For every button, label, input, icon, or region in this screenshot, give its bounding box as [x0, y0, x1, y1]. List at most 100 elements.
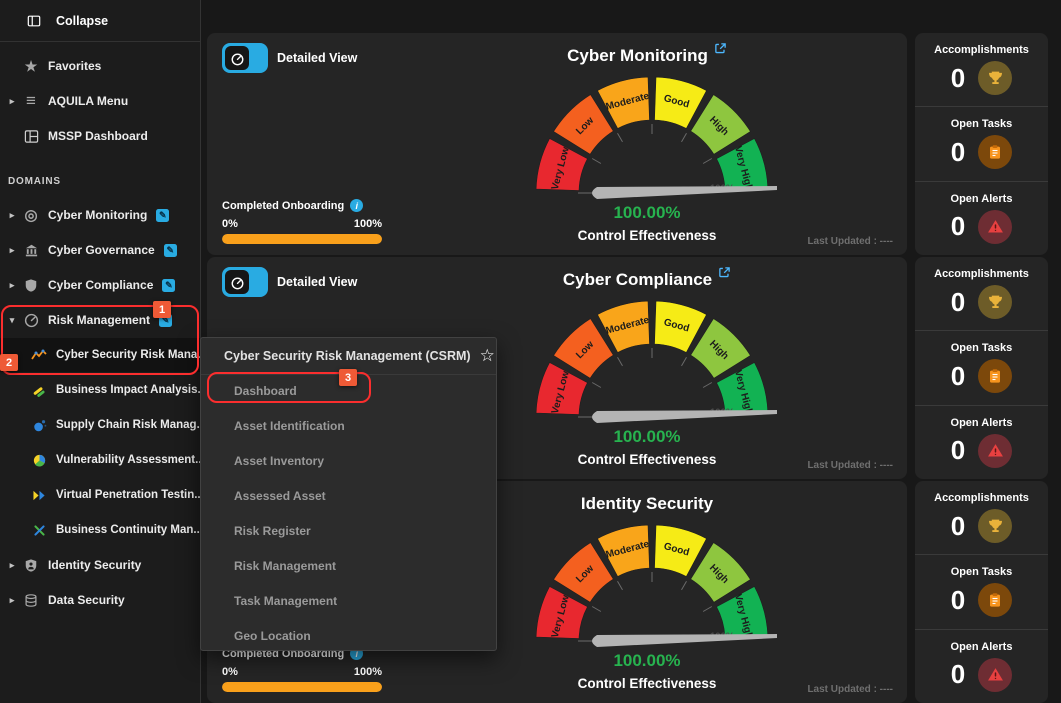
stats-panel: Accomplishments 0 Open Tasks 0 Open Aler… — [915, 33, 1048, 255]
favorite-star-icon[interactable]: ☆ — [479, 346, 495, 365]
info-icon[interactable]: i — [350, 199, 364, 212]
alert-triangle-icon — [978, 657, 1013, 692]
popup-header: Cyber Security Risk Management (CSRM) ☆ — [201, 338, 496, 375]
identity-shield-icon — [22, 557, 40, 574]
speedometer-icon — [22, 312, 40, 329]
sidebar-item-scrm[interactable]: Supply Chain Risk Manag... — [0, 408, 206, 442]
alert-triangle-icon — [978, 433, 1013, 468]
star-icon: ★ — [24, 57, 38, 74]
edit-icon[interactable]: ✎ — [162, 278, 176, 292]
clipboard-icon — [978, 583, 1013, 618]
stats-panel: Accomplishments 0 Open Tasks 0 Open Aler… — [915, 257, 1048, 479]
stats-panel: Accomplishments 0 Open Tasks 0 Open Aler… — [915, 481, 1048, 703]
detailed-view-label: Detailed View — [277, 51, 358, 65]
onboarding-scale: 0%100% — [222, 218, 382, 230]
onboarding-progressbar — [222, 234, 382, 244]
sidebar-item-risk-management[interactable]: ▾ Risk Management ✎ — [0, 303, 199, 337]
accomplishments-count: 0 — [950, 510, 966, 541]
monitoring-radar-icon: ◎ — [24, 207, 38, 224]
gauge-toggle-icon — [225, 46, 249, 70]
trophy-icon — [978, 61, 1013, 95]
sidebar-item-mssp-dashboard[interactable]: MSSP Dashboard — [0, 119, 199, 153]
onboarding-scale: 0%100% — [222, 666, 382, 678]
gauge-value: 100.00% — [613, 203, 681, 222]
sidebar-item-bcm[interactable]: Business Continuity Man... — [0, 513, 203, 547]
trophy-icon — [978, 509, 1013, 543]
detailed-view-toggle[interactable] — [222, 267, 268, 297]
open-alerts-count: 0 — [950, 435, 966, 466]
popup-item-task-management[interactable]: Task Management — [234, 594, 338, 608]
sidebar-item-vulnerability-assessment[interactable]: Vulnerability Assessment... — [0, 443, 205, 477]
edit-icon[interactable]: ✎ — [163, 243, 177, 257]
open-tasks-count: 0 — [950, 584, 966, 615]
gauge-toggle-icon — [225, 270, 249, 294]
sidebar-item-bia[interactable]: Business Impact Analysis... — [0, 373, 207, 407]
caret-right-icon: ▸ — [9, 95, 15, 106]
supply-chain-icon — [30, 417, 48, 434]
stat-accomplishments: Accomplishments 0 — [915, 33, 1048, 108]
caret-right-icon: ▸ — [9, 594, 15, 605]
popup-item-asset-inventory[interactable]: Asset Inventory — [234, 454, 325, 468]
card-title: Cyber Compliance — [347, 267, 947, 290]
popup-item-assessed-asset[interactable]: Assessed Asset — [234, 489, 326, 503]
stat-accomplishments: Accomplishments 0 — [915, 481, 1048, 556]
gauge-value: 100.00% — [613, 651, 681, 670]
sidebar-item-vpt[interactable]: Virtual Penetration Testin... — [0, 478, 204, 512]
sidebar-item-cyber-compliance[interactable]: ▸ Cyber Compliance ✎ — [0, 268, 199, 302]
popup-item-asset-identification[interactable]: Asset Identification — [234, 419, 345, 433]
alert-triangle-icon — [978, 209, 1013, 244]
open-alerts-count: 0 — [950, 211, 966, 242]
stat-open-alerts: Open Alerts 0 — [915, 182, 1048, 255]
collapse-button[interactable]: Collapse — [0, 0, 200, 42]
caret-right-icon: ▸ — [9, 279, 15, 290]
stat-accomplishments: Accomplishments 0 — [915, 257, 1048, 332]
sidebar-item-cyber-governance[interactable]: ▸ Cyber Governance ✎ — [0, 233, 199, 267]
open-alerts-count: 0 — [950, 659, 966, 690]
edit-icon[interactable]: ✎ — [159, 313, 173, 327]
stat-open-tasks: Open Tasks 0 — [915, 107, 1048, 182]
popup-item-dashboard[interactable]: Dashboard — [234, 384, 297, 398]
accomplishments-count: 0 — [950, 62, 966, 93]
line-chart-icon — [30, 347, 48, 364]
edit-icon[interactable]: ✎ — [156, 208, 170, 222]
double-chevron-icon — [30, 487, 48, 504]
card-title: Cyber Monitoring — [347, 43, 947, 66]
gauge-caption: Control Effectiveness — [577, 228, 717, 243]
stat-open-alerts: Open Alerts 0 — [915, 406, 1048, 479]
onboarding-progressbar — [222, 682, 382, 692]
sidebar-item-aquila-menu[interactable]: ▸ ≡ AQUILA Menu — [0, 84, 199, 118]
popup-item-risk-management[interactable]: Risk Management — [234, 559, 337, 573]
stat-open-tasks: Open Tasks 0 — [915, 331, 1048, 406]
open-tasks-count: 0 — [950, 136, 966, 167]
sidebar-item-identity-security[interactable]: ▸ Identity Security — [0, 548, 199, 582]
collapse-label: Collapse — [56, 13, 109, 28]
csrm-popup-menu: Cyber Security Risk Management (CSRM) ☆ … — [200, 337, 497, 651]
sidebar-item-csrm[interactable]: Cyber Security Risk Mana... › — [0, 338, 211, 372]
stat-open-alerts: Open Alerts 0 — [915, 630, 1048, 703]
sidebar-item-cyber-monitoring[interactable]: ▸ ◎ Cyber Monitoring ✎ — [0, 198, 199, 232]
hamburger-icon: ≡ — [26, 91, 36, 110]
gauge-caption: Control Effectiveness — [577, 452, 717, 467]
gauge-value: 100.00% — [613, 427, 681, 446]
bank-icon — [22, 242, 40, 259]
sidebar-item-data-security[interactable]: ▸ Data Security — [0, 583, 199, 617]
clipboard-icon — [978, 359, 1013, 394]
popup-item-geo-location[interactable]: Geo Location — [234, 629, 311, 643]
database-icon — [22, 592, 40, 609]
stat-open-tasks: Open Tasks 0 — [915, 555, 1048, 630]
last-updated: Last Updated : ---- — [807, 236, 893, 247]
shield-icon — [22, 277, 40, 294]
external-link-icon[interactable] — [718, 264, 731, 284]
detailed-view-toggle[interactable] — [222, 43, 268, 73]
trophy-icon — [978, 285, 1013, 319]
caret-right-icon: ▸ — [9, 559, 15, 570]
sidebar-item-favorites[interactable]: ★ Favorites — [0, 49, 199, 83]
impact-bars-icon — [30, 382, 48, 399]
open-tasks-count: 0 — [950, 360, 966, 391]
popup-item-risk-register[interactable]: Risk Register — [234, 524, 311, 538]
last-updated: Last Updated : ---- — [807, 460, 893, 471]
caret-right-icon: ▸ — [9, 209, 15, 220]
external-link-icon[interactable] — [714, 40, 727, 60]
